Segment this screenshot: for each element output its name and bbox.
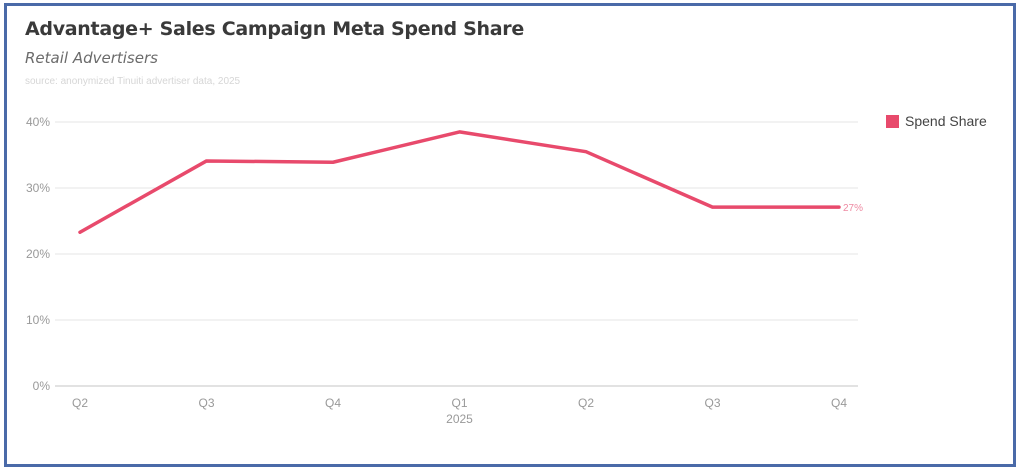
x-tick-sublabel: 2025 [446, 412, 473, 426]
x-tick-label: Q4 [325, 396, 341, 410]
legend: Spend Share [886, 113, 987, 129]
x-axis-ticks: Q2 Q3 Q4 Q1 2025 Q2 Q3 Q4 [72, 396, 847, 426]
end-value-label: 27% [843, 203, 863, 214]
x-tick-label: Q3 [198, 396, 214, 410]
gridlines [55, 121, 858, 387]
spend-share-line [78, 130, 841, 234]
chart-subtitle: Retail Advertisers [25, 49, 158, 67]
y-axis-ticks: 0% 10% 20% 30% 40% [26, 115, 50, 393]
y-tick-label: 40% [26, 115, 50, 129]
y-tick-label: 20% [26, 247, 50, 261]
x-tick-label: Q1 [451, 396, 467, 410]
y-tick-label: 0% [33, 379, 51, 393]
chart-frame [4, 3, 1016, 467]
x-tick-label: Q2 [578, 396, 594, 410]
y-tick-label: 10% [26, 313, 50, 327]
x-tick-label: Q4 [831, 396, 847, 410]
x-tick-label: Q3 [704, 396, 720, 410]
x-tick-label: Q2 [72, 396, 88, 410]
chart-source: source: anonymized Tinuiti advertiser da… [25, 76, 241, 87]
chart-title: Advantage+ Sales Campaign Meta Spend Sha… [25, 18, 524, 40]
y-tick-label: 30% [26, 181, 50, 195]
legend-label: Spend Share [905, 113, 987, 129]
legend-swatch-icon [886, 114, 899, 128]
